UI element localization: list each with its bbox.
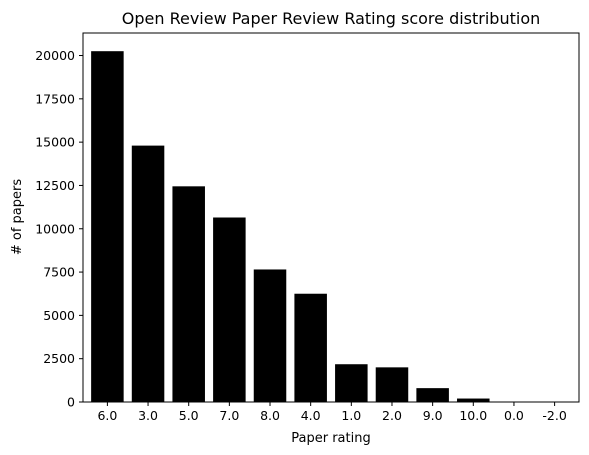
x-tick-label: 5.0 [179, 408, 199, 423]
chart-title: Open Review Paper Review Rating score di… [122, 9, 541, 28]
x-tick-label: 8.0 [260, 408, 280, 423]
x-tick-label: 7.0 [219, 408, 239, 423]
x-tick-label: 4.0 [301, 408, 321, 423]
x-tick-label: 10.0 [459, 408, 487, 423]
y-axis-label: # of papers [10, 179, 25, 256]
bar-1.0 [335, 364, 368, 402]
x-tick-label: 1.0 [341, 408, 361, 423]
x-tick-label: 9.0 [423, 408, 443, 423]
y-tick-label: 7500 [43, 265, 75, 280]
x-tick-label: 2.0 [382, 408, 402, 423]
x-axis-label: Paper rating [291, 431, 370, 446]
bar-8.0 [253, 269, 287, 402]
x-tick-label: 6.0 [97, 408, 117, 423]
x-tick-label: -2.0 [542, 408, 566, 423]
y-tick-label: 2500 [43, 351, 75, 366]
x-tick-label: 0.0 [504, 408, 524, 423]
y-tick-label: 15000 [35, 135, 75, 150]
bar-3.0 [131, 145, 165, 403]
y-axis: 0 2500 5000 7500 10000 12500 15000 17500 20000 [35, 48, 83, 410]
x-tick-label: 3.0 [138, 408, 158, 423]
y-tick-label: 12500 [35, 178, 75, 193]
plot-frame [82, 32, 580, 403]
y-tick-label: 5000 [43, 308, 75, 323]
y-tick-label: 20000 [35, 48, 75, 63]
y-tick-label: 0 [67, 395, 75, 410]
y-tick-label: 10000 [35, 221, 75, 236]
bar-5.0 [172, 186, 205, 402]
bar-9.0 [416, 388, 449, 402]
bar-10.0 [457, 398, 490, 402]
bar-2.0 [375, 367, 409, 402]
bar-7.0 [213, 217, 246, 402]
y-tick-label: 17500 [35, 91, 75, 106]
bars-layer [91, 51, 571, 403]
bar-4.0 [294, 293, 327, 402]
bar-6.0 [91, 51, 124, 402]
x-axis: 6.0 3.0 5.0 7.0 8.0 4.0 1.0 2.0 9.0 10.0 0.0 -2.0 [97, 402, 567, 423]
